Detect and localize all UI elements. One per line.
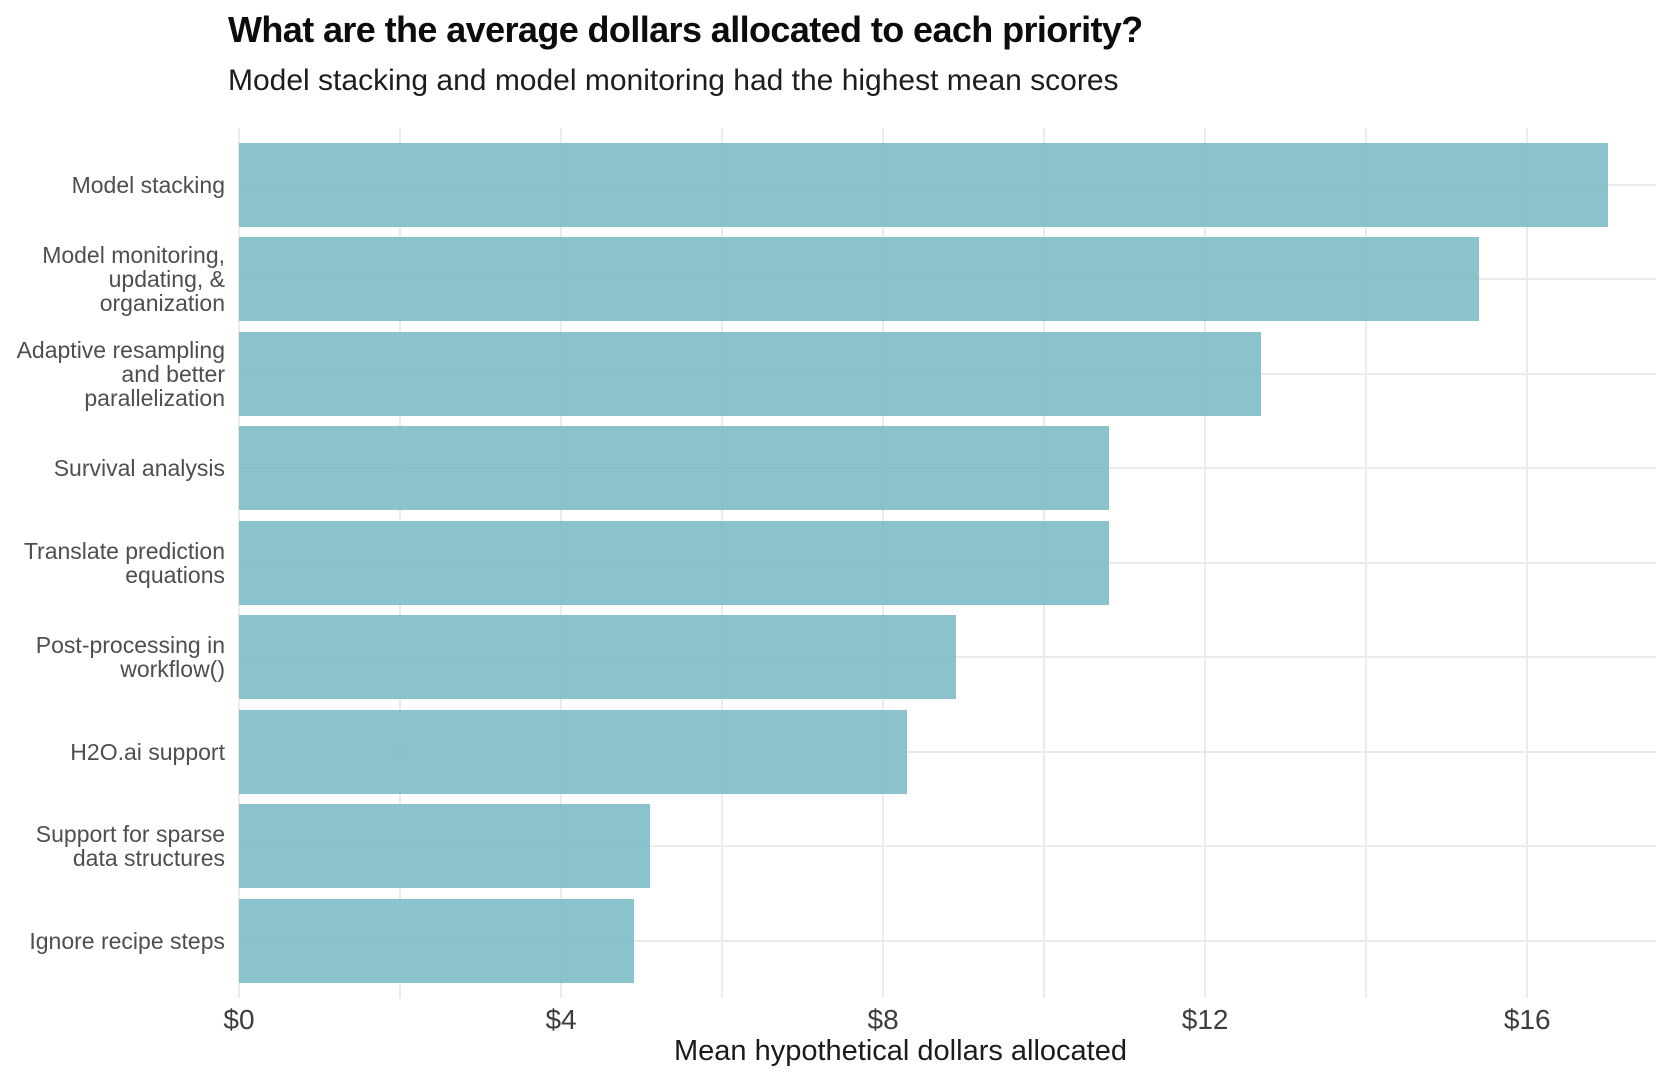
bar	[239, 331, 1262, 416]
y-axis-label: Survival analysis	[53, 455, 225, 482]
y-axis-label: Model monitoring, updating, & organization	[42, 242, 225, 317]
y-axis-label: Model stacking	[71, 171, 225, 198]
bar	[239, 615, 956, 700]
bar	[239, 709, 908, 794]
bar	[239, 426, 1109, 511]
y-axis-label: Post-processing in workflow()	[35, 632, 225, 683]
bar	[239, 237, 1479, 322]
x-tick-label: $4	[545, 1004, 577, 1035]
bar	[239, 804, 650, 889]
x-tick-label: $16	[1503, 1004, 1551, 1035]
plot-panel	[238, 128, 1656, 998]
x-axis-title: Mean hypothetical dollars allocated	[674, 1035, 1127, 1067]
x-tick-label: $12	[1181, 1004, 1229, 1035]
y-gridline	[239, 845, 1656, 848]
bar	[239, 898, 634, 983]
x-tick-label: $8	[867, 1004, 899, 1035]
y-axis-label: Adaptive resampling and better paralleliza…	[16, 336, 225, 411]
bar	[239, 520, 1109, 605]
x-tick-label: $0	[223, 1004, 255, 1035]
y-axis-label: Ignore recipe steps	[29, 927, 225, 954]
y-axis-label: Translate prediction equations	[23, 537, 225, 588]
y-gridline	[239, 939, 1656, 942]
chart-subtitle: Model stacking and model monitoring had …	[228, 64, 1119, 97]
bar	[239, 142, 1608, 227]
y-axis-label: H2O.ai support	[70, 738, 225, 765]
y-axis-label: Support for sparse data structures	[35, 821, 225, 872]
y-gridline	[239, 750, 1656, 753]
chart-title: What are the average dollars allocated t…	[228, 9, 1143, 50]
